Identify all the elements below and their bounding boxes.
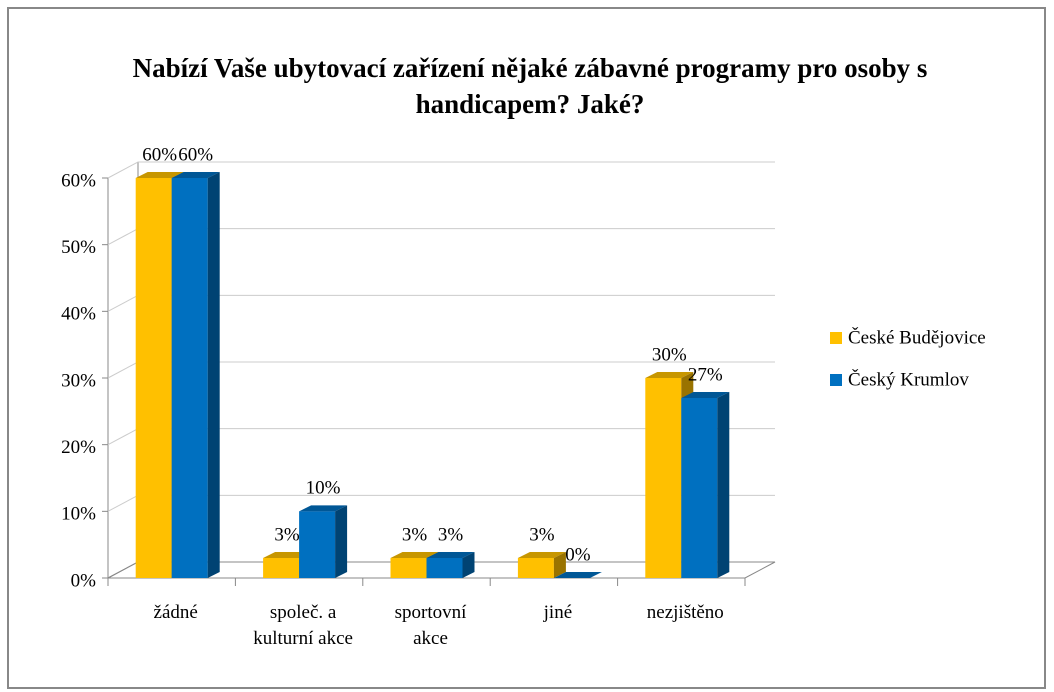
bar-top (681, 392, 730, 398)
bar-top (135, 172, 184, 178)
x-tick-label: nezjištěno (646, 602, 724, 623)
bar-side (553, 552, 566, 578)
bar-top (299, 505, 348, 512)
legend-label: České Budějovice (848, 326, 986, 348)
bar-front (426, 558, 463, 578)
y-tick-label: 10% (61, 504, 96, 525)
data-label: 60% (142, 144, 177, 165)
bar-side (207, 172, 220, 578)
x-tick-label: jiné (543, 602, 573, 623)
bar-front (171, 178, 208, 578)
data-label: 0% (565, 544, 591, 565)
bar-top (426, 552, 475, 558)
chart-title: Nabízí Vaše ubytovací zařízení nějaké zá… (132, 53, 928, 119)
data-label: 60% (178, 144, 213, 165)
bar-top (390, 552, 439, 558)
legend-label: Český Krumlov (848, 368, 969, 390)
grid-line (107, 161, 775, 179)
y-tick-label: 60% (61, 170, 96, 191)
bar-top (553, 572, 602, 578)
bar-front (681, 398, 718, 578)
bar-front (299, 511, 336, 578)
y-tick-label: 20% (61, 437, 96, 458)
data-label: 3% (402, 524, 428, 545)
bar-side (717, 392, 730, 578)
bar-top (171, 172, 220, 178)
bar-side (462, 552, 475, 578)
bar-front (517, 558, 554, 578)
bar-side (335, 505, 348, 578)
y-tick-label: 30% (61, 370, 96, 391)
x-tick-label: žádné (153, 602, 198, 623)
data-label: 3% (529, 524, 555, 545)
x-tick-label: společ. a kulturní akce (253, 602, 353, 649)
y-tick-label: 40% (61, 304, 96, 325)
data-label: 3% (274, 524, 300, 545)
bar-front (645, 378, 682, 578)
data-label: 27% (688, 364, 723, 385)
y-tick-label: 0% (71, 570, 97, 591)
y-tick-label: 50% (61, 237, 96, 258)
bar-front (263, 558, 300, 578)
bar-front (135, 178, 172, 578)
data-label: 3% (438, 524, 464, 545)
data-label: 10% (306, 478, 341, 499)
legend-swatch (830, 374, 842, 386)
data-label: 30% (652, 344, 687, 365)
bar-top (645, 372, 694, 378)
x-tick-label: sportovní akce (394, 602, 467, 649)
bar-front (390, 558, 427, 578)
legend-swatch (830, 332, 842, 344)
bar-top (517, 552, 566, 558)
